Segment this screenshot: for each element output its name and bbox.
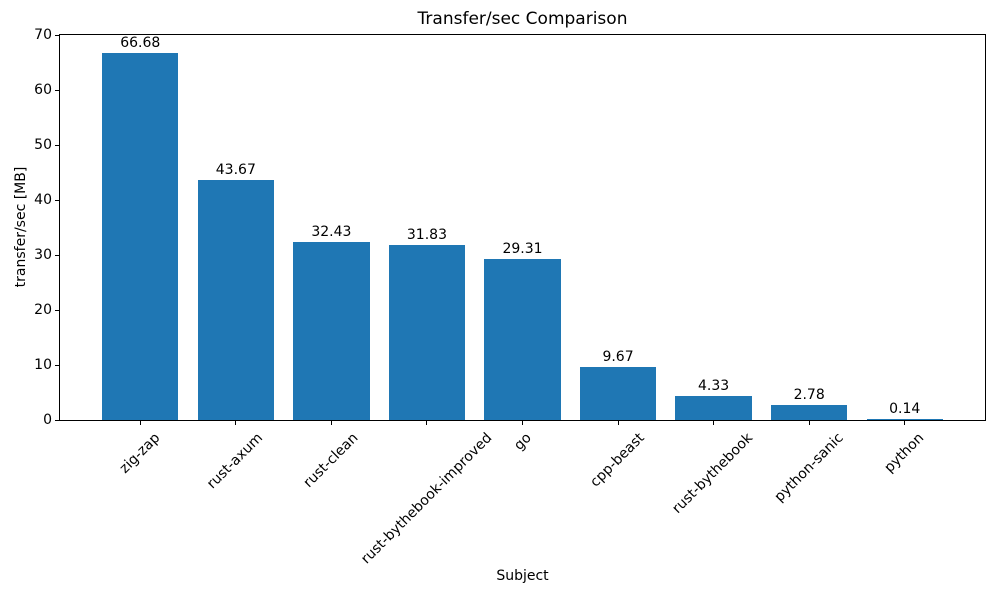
y-axis-label: transfer/sec [MB] (13, 166, 29, 288)
bar-rust-bythebook (675, 396, 752, 420)
y-tick-label: 20 (34, 302, 52, 318)
plot-area: 66.68 43.67 32.43 31.83 29.31 9.67 4.33 2.78 0.1… (59, 34, 986, 421)
x-tick-mark (713, 420, 715, 425)
bar-value-label: 2.78 (793, 386, 825, 403)
x-tick-mark (617, 420, 619, 425)
bar-python (866, 419, 943, 420)
bar-rust-clean (293, 241, 370, 420)
y-tick-label: 50 (34, 137, 52, 153)
y-tick-mark (55, 419, 60, 421)
bar-value-label: 43.67 (215, 161, 256, 178)
y-tick-label: 40 (34, 192, 52, 208)
y-tick-mark (55, 254, 60, 256)
bar-value-label: 31.83 (406, 226, 447, 243)
bar-value-label: 0.14 (889, 401, 921, 418)
x-tick-mark (330, 420, 332, 425)
x-tick-label-rust-bythebook: rust-bythebook (669, 430, 757, 517)
bar-value-label: 32.43 (311, 223, 352, 240)
x-axis-label: Subject (496, 568, 549, 584)
bar-go (484, 258, 561, 420)
y-tick-label: 10 (34, 357, 52, 373)
x-tick-mark (426, 420, 428, 425)
y-tick-mark (55, 364, 60, 366)
chart-title: Transfer/sec Comparison (417, 9, 628, 29)
bar-rust-bythebook-improved (388, 244, 466, 420)
y-tick-mark (55, 199, 60, 201)
y-tick-label: 0 (43, 412, 52, 428)
x-tick-mark (808, 420, 810, 425)
bar-rust-axum (197, 179, 275, 420)
bar-value-label: 9.67 (602, 348, 634, 365)
x-tick-label-python: python (881, 430, 928, 476)
x-tick-label-rust-clean: rust-clean (300, 430, 362, 491)
bar-cpp-beast (579, 366, 657, 420)
bar-value-label: 66.68 (120, 35, 161, 52)
x-tick-mark (904, 420, 906, 425)
y-tick-label: 30 (34, 247, 52, 263)
y-tick-label: 60 (34, 82, 52, 98)
x-tick-label-go: go (510, 430, 535, 454)
x-tick-mark (139, 420, 141, 425)
bar-python-sanic (770, 404, 848, 420)
y-tick-mark (55, 144, 60, 146)
x-tick-label-rust-bythebook-improved: rust-bythebook-improved (357, 430, 496, 568)
y-tick-mark (55, 34, 60, 36)
bar-value-label: 29.31 (502, 240, 543, 257)
x-tick-mark (522, 420, 523, 425)
x-tick-label-cpp-beast: cpp-beast (587, 430, 649, 491)
y-tick-label: 70 (34, 27, 52, 43)
y-tick-mark (55, 89, 60, 91)
bar-zig-zap (102, 53, 179, 420)
x-tick-mark (235, 420, 237, 425)
y-tick-mark (55, 309, 60, 311)
bar-value-label: 4.33 (698, 378, 730, 395)
x-tick-label-python-sanic: python-sanic (771, 430, 847, 506)
x-tick-label-zig-zap: zig-zap (116, 430, 164, 477)
x-tick-label-rust-axum: rust-axum (204, 430, 267, 493)
